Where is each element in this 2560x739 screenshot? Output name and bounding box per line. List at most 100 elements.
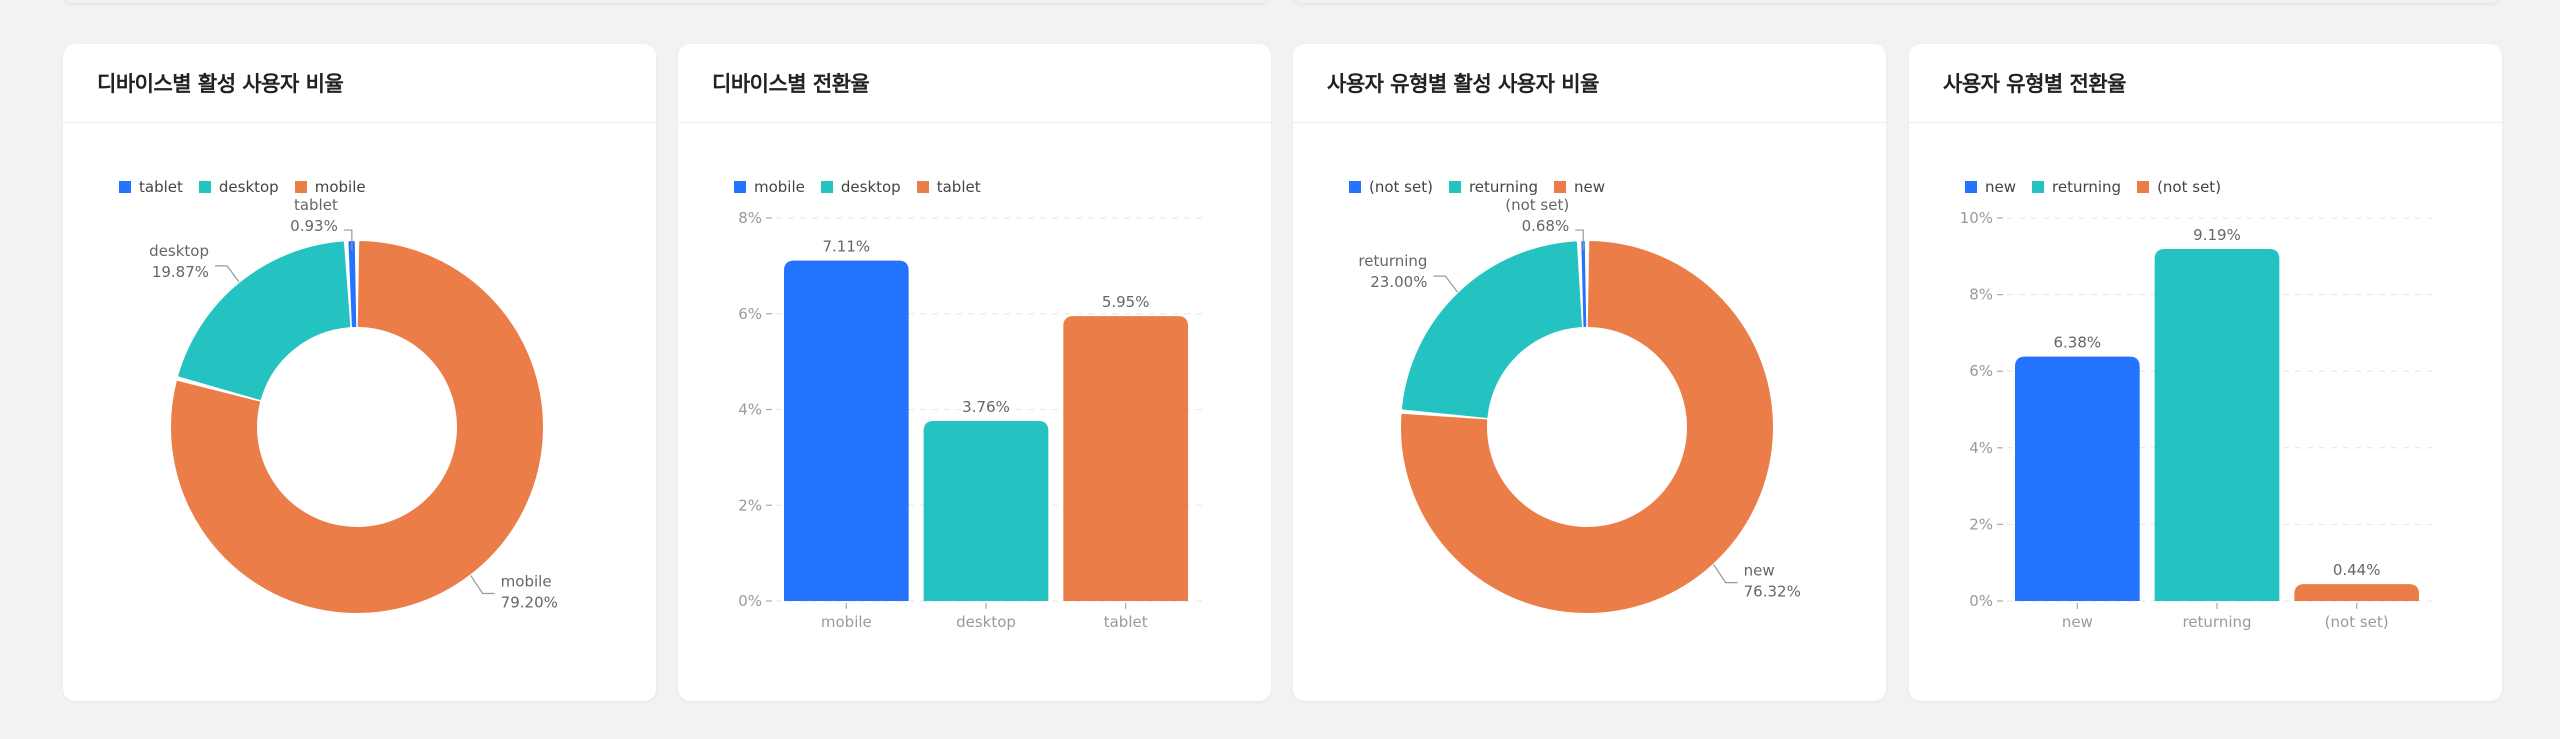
leader-line xyxy=(470,575,495,595)
leader-line xyxy=(1433,275,1458,293)
card-title: 사용자 유형별 전환율 xyxy=(1943,72,2127,96)
donut-slice[interactable] xyxy=(178,241,351,400)
bar[interactable] xyxy=(1063,316,1188,601)
legend-label: tablet xyxy=(936,178,981,196)
x-tick-label: mobile xyxy=(821,613,872,631)
legend-item[interactable]: new xyxy=(1965,178,2016,196)
legend-label: returning xyxy=(2052,178,2122,196)
card-header: 사용자 유형별 활성 사용자 비율 xyxy=(1293,44,1886,123)
bar-chart[interactable]: 0% 2% 4% 6% 8% 10% 6.38% new 9.19% returning 0.44%… xyxy=(1909,44,2502,701)
donut-slice[interactable] xyxy=(1581,241,1587,328)
x-tick-label: returning xyxy=(2182,613,2251,631)
legend-label: desktop xyxy=(218,178,279,196)
y-tick-label: 6% xyxy=(1969,362,1993,380)
leader-line xyxy=(343,229,353,251)
slice-category-label: new xyxy=(1744,562,1775,580)
y-tick-label: 10% xyxy=(1960,209,1993,227)
donut-chart[interactable]: new 76.32% returning 23.00% (not set) 0.68% xyxy=(1293,44,1886,701)
y-tick-label: 0% xyxy=(738,592,762,610)
card-device-conversion: 디바이스별 전환율 mobile desktop tablet 0% 2% 4% 6%… xyxy=(678,44,1271,701)
slice-value-label: 79.20% xyxy=(501,593,558,611)
card-header: 디바이스별 전환율 xyxy=(678,44,1271,123)
bar[interactable] xyxy=(784,260,909,601)
bar[interactable] xyxy=(923,420,1049,601)
legend-label: tablet xyxy=(139,178,183,196)
legend-label: mobile xyxy=(314,178,366,196)
slice-category-label: desktop xyxy=(149,242,209,260)
bar-value-label: 7.11% xyxy=(823,238,871,256)
donut-chart[interactable]: mobile 79.20% desktop 19.87% tablet 0.93% xyxy=(63,44,656,701)
legend-swatch-icon xyxy=(198,181,211,193)
legend-item[interactable]: (not set) xyxy=(2137,178,2221,196)
slice-value-label: 19.87% xyxy=(152,263,209,281)
legend-label: (not set) xyxy=(1369,178,1433,196)
legend-swatch-icon xyxy=(2137,181,2150,193)
y-tick-label: 4% xyxy=(1969,439,1993,457)
card-usertype-active-users: 사용자 유형별 활성 사용자 비율 (not set) returning ne… xyxy=(1293,44,1886,701)
legend-item[interactable]: tablet xyxy=(119,178,183,196)
legend-label: returning xyxy=(1468,178,1539,196)
bar[interactable] xyxy=(2294,584,2419,601)
x-tick-label: desktop xyxy=(956,613,1016,631)
leader-line xyxy=(1713,564,1738,584)
legend-label: (not set) xyxy=(2157,178,2222,196)
chart-legend: mobile desktop tablet xyxy=(734,178,981,196)
legend-label: new xyxy=(1574,178,1606,196)
y-tick-label: 8% xyxy=(738,209,762,227)
legend-item[interactable]: desktop xyxy=(198,178,279,196)
card-usertype-conversion: 사용자 유형별 전환율 new returning (not set) 0% 2%… xyxy=(1909,44,2502,701)
legend-swatch-icon xyxy=(734,181,746,193)
legend-label: desktop xyxy=(840,178,901,196)
legend-swatch-icon xyxy=(294,181,307,193)
legend-swatch-icon xyxy=(916,181,929,193)
slice-category-label: returning xyxy=(1358,252,1427,270)
y-tick-label: 8% xyxy=(1969,286,1993,304)
chart-legend: (not set) returning new xyxy=(1349,178,1605,196)
legend-swatch-icon xyxy=(2032,181,2045,193)
bar[interactable] xyxy=(2015,356,2140,601)
y-tick-label: 6% xyxy=(738,305,762,323)
legend-swatch-icon xyxy=(1349,181,1361,193)
legend-label: mobile xyxy=(754,178,805,196)
slice-value-label: 23.00% xyxy=(1370,273,1427,291)
card-title: 사용자 유형별 활성 사용자 비율 xyxy=(1327,72,1599,96)
bar-value-label: 0.44% xyxy=(2333,561,2381,579)
bar-value-label: 6.38% xyxy=(2054,334,2102,352)
previous-card-right-edge xyxy=(1293,0,2501,3)
card-title: 디바이스별 활성 사용자 비율 xyxy=(97,72,344,96)
card-device-active-users: 디바이스별 활성 사용자 비율 tablet desktop mobile mo… xyxy=(63,44,656,701)
y-tick-label: 2% xyxy=(738,496,762,514)
legend-item[interactable]: tablet xyxy=(916,178,981,196)
legend-item[interactable]: mobile xyxy=(294,178,366,196)
legend-item[interactable]: desktop xyxy=(820,178,901,196)
legend-swatch-icon xyxy=(1448,181,1461,193)
bar-value-label: 5.95% xyxy=(1102,293,1150,311)
bar-chart[interactable]: 0% 2% 4% 6% 8% 7.11% mobile 3.76% desktop 5.95% ta… xyxy=(678,44,1271,701)
slice-value-label: 76.32% xyxy=(1744,583,1801,601)
card-title: 디바이스별 전환율 xyxy=(712,72,870,96)
donut-slice[interactable] xyxy=(1401,241,1582,418)
bar-value-label: 9.19% xyxy=(2193,226,2241,244)
slice-category-label: tablet xyxy=(294,196,338,214)
leader-line xyxy=(1575,229,1584,251)
legend-swatch-icon xyxy=(1554,181,1567,193)
legend-item[interactable]: new xyxy=(1554,178,1605,196)
legend-swatch-icon xyxy=(119,181,131,193)
legend-item[interactable]: mobile xyxy=(734,178,805,196)
legend-label: new xyxy=(1985,178,2017,196)
donut-slice[interactable] xyxy=(348,241,357,328)
x-tick-label: new xyxy=(2062,613,2093,631)
slice-category-label: (not set) xyxy=(1505,196,1569,214)
card-header: 디바이스별 활성 사용자 비율 xyxy=(63,44,656,123)
donut-slice[interactable] xyxy=(171,241,543,613)
y-tick-label: 4% xyxy=(738,401,762,419)
legend-item[interactable]: returning xyxy=(2032,178,2121,196)
chart-legend: tablet desktop mobile xyxy=(119,178,366,196)
bar[interactable] xyxy=(2154,249,2280,601)
slice-value-label: 0.93% xyxy=(290,217,338,235)
slice-value-label: 0.68% xyxy=(1522,217,1570,235)
chart-legend: new returning (not set) xyxy=(1965,178,2221,196)
legend-item[interactable]: returning xyxy=(1448,178,1539,196)
donut-slice[interactable] xyxy=(1401,241,1773,613)
legend-item[interactable]: (not set) xyxy=(1349,178,1433,196)
